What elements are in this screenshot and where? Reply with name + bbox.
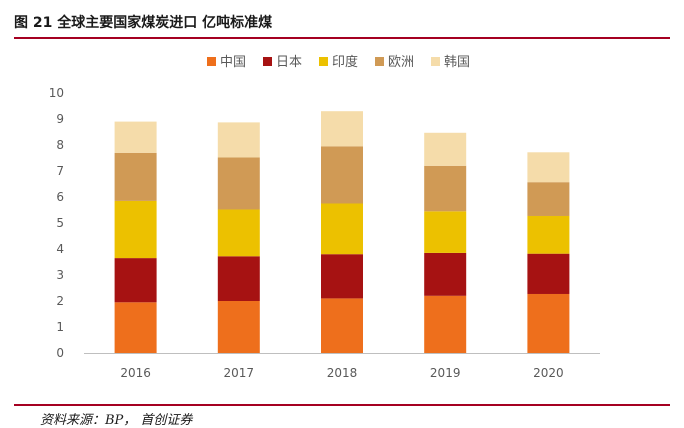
bar-segment (527, 182, 570, 216)
bar-segment (114, 302, 157, 353)
y-axis: 0 1 2 3 4 5 6 7 8 9 10 (49, 86, 64, 360)
bar-segment (527, 215, 570, 254)
source-note: 资料来源：BP， 首创证券 (40, 413, 193, 428)
legend-label: 日本 (276, 55, 302, 70)
legend: 中国 日本 印度 欧洲 韩国 (207, 54, 470, 70)
bars (114, 111, 570, 353)
bar-segment (114, 200, 157, 259)
legend-swatch (319, 57, 328, 66)
bar-segment (527, 293, 570, 353)
bar-segment (217, 122, 260, 158)
bar-segment (217, 157, 260, 210)
bar-segment (321, 111, 363, 147)
x-axis: 2016 2017 2018 2019 2020 (84, 353, 600, 380)
bar-segment (321, 146, 363, 204)
legend-label: 印度 (332, 54, 358, 70)
bar-segment (114, 152, 157, 201)
y-tick-label: 10 (49, 86, 64, 100)
y-tick-label: 1 (56, 320, 64, 334)
y-tick-label: 9 (56, 112, 64, 126)
bar-segment (424, 252, 467, 296)
caption-rule (14, 37, 670, 39)
legend-swatch (207, 57, 216, 66)
x-tick-label: 2018 (327, 366, 358, 380)
y-tick-label: 7 (56, 164, 64, 178)
y-tick-label: 6 (56, 190, 64, 204)
source-rule (14, 404, 670, 406)
figure-caption: 图 21 全球主要国家煤炭进口 亿吨标准煤 (14, 15, 273, 31)
bar-segment (217, 301, 260, 353)
bar-segment (114, 258, 157, 303)
x-tick-label: 2020 (533, 366, 564, 380)
y-tick-label: 4 (56, 242, 64, 256)
bar-segment (424, 132, 467, 166)
x-tick-label: 2019 (430, 366, 461, 380)
bar-segment (424, 295, 467, 353)
x-tick-label: 2017 (224, 366, 255, 380)
bar-segment (424, 165, 467, 212)
y-tick-label: 2 (56, 294, 64, 308)
legend-swatch (431, 57, 440, 66)
y-tick-label: 0 (56, 346, 64, 360)
bar-segment (321, 203, 363, 255)
legend-label: 欧洲 (388, 55, 414, 70)
bar-segment (321, 254, 363, 299)
legend-label: 中国 (220, 55, 246, 70)
y-tick-label: 5 (56, 216, 64, 230)
bar-segment (114, 121, 157, 153)
bar-segment (424, 211, 467, 253)
x-tick-label: 2016 (120, 366, 151, 380)
bar-segment (527, 152, 570, 183)
bar-segment (527, 253, 570, 294)
bar-segment (321, 298, 363, 353)
bar-segment (217, 209, 260, 257)
y-tick-label: 3 (56, 268, 64, 282)
bar-segment (217, 256, 260, 301)
y-tick-label: 8 (56, 138, 64, 152)
legend-swatch (263, 57, 272, 66)
legend-label: 韩国 (444, 55, 470, 70)
legend-swatch (375, 57, 384, 66)
